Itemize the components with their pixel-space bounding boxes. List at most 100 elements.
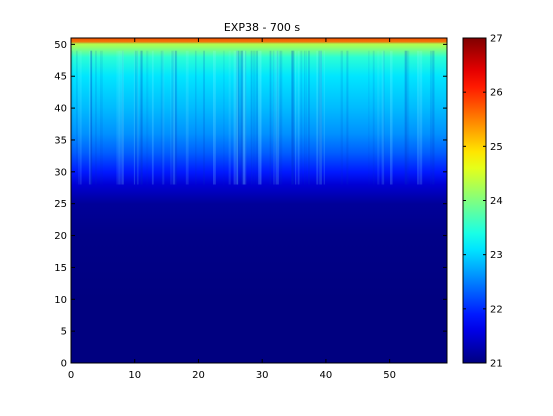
heatmap-streak	[240, 50, 244, 185]
heatmap-streak	[405, 50, 407, 185]
heatmap-streak	[276, 50, 279, 185]
plot-area	[70, 37, 448, 364]
heatmap-streak	[137, 50, 139, 185]
heatmap-streak	[236, 50, 238, 185]
x-tick-label: 50	[383, 370, 396, 381]
heatmap-streak	[256, 50, 258, 185]
heatmap-streak	[121, 50, 124, 185]
colorbar-gradient	[463, 38, 486, 363]
heatmap-streak	[407, 50, 410, 185]
heatmap-streak	[95, 50, 97, 185]
y-axis: 0 5 10 15 20 25 30 35 40 45 50	[54, 40, 447, 370]
heatmap-streak	[237, 50, 240, 185]
y-tick-label: 40	[54, 104, 67, 115]
heatmap-streak	[431, 50, 434, 185]
heatmap-streak	[174, 50, 178, 185]
heatmap-streak	[297, 50, 300, 185]
heatmap-streak	[141, 50, 143, 185]
heatmap-streak	[116, 50, 119, 185]
colorbar-tick-label: 24	[490, 196, 503, 207]
colorbar: 21 22 23 24 25 26 27	[462, 34, 503, 370]
heatmap-streak	[319, 50, 322, 185]
colorbar-tick-label: 26	[490, 88, 503, 99]
heatmap-streak	[71, 50, 74, 185]
heatmap-streak	[118, 50, 122, 185]
heatmap-streak	[292, 50, 295, 185]
heatmap-streak	[233, 50, 236, 185]
heatmap-streak	[90, 50, 92, 185]
heatmap-streak	[255, 50, 258, 185]
heatmap-streaks	[71, 38, 447, 185]
heatmap-streak	[122, 50, 124, 185]
heatmap-streak	[243, 50, 247, 185]
heatmap-streak	[417, 50, 420, 185]
x-tick-label: 20	[192, 370, 205, 381]
heatmap-streak	[318, 50, 320, 185]
heatmap-streak	[291, 50, 294, 185]
heatmap-streak	[323, 50, 325, 185]
heatmap-streak	[203, 50, 205, 185]
heatmap-streak	[171, 50, 175, 185]
x-tick-label: 40	[320, 370, 333, 381]
heatmap-streak	[258, 50, 261, 185]
heatmap-streak	[151, 50, 154, 185]
heatmap-streak	[242, 50, 245, 185]
heatmap-streak	[242, 50, 246, 185]
heatmap-streak	[223, 50, 225, 185]
heatmap-streak	[377, 50, 380, 185]
heatmap-streak	[340, 50, 343, 185]
heatmap-streak	[236, 50, 239, 185]
heatmap-streak	[305, 50, 307, 185]
y-tick-label: 50	[54, 40, 67, 51]
heatmap-streak	[295, 50, 297, 185]
heatmap-streak	[304, 50, 306, 185]
y-tick-label: 15	[54, 263, 67, 274]
heatmap-streak	[346, 50, 349, 185]
heatmap-streak	[185, 50, 189, 185]
heatmap-streak	[300, 50, 303, 185]
heatmap-streak	[245, 50, 247, 185]
plot-frame	[70, 37, 448, 364]
heatmap-streak	[308, 50, 310, 185]
heatmap-streak	[259, 50, 262, 185]
heatmap-streak	[80, 50, 82, 185]
colorbar-ticks: 21 22 23 24 25 26 27	[463, 34, 503, 370]
y-tick-label: 35	[54, 135, 67, 146]
heatmap-streak	[195, 50, 197, 185]
colorbar-tick-label: 22	[490, 304, 503, 315]
heatmap-streak	[240, 50, 243, 185]
heatmap-streak	[228, 50, 231, 185]
heatmap-streak	[318, 50, 320, 185]
y-tick-label: 0	[61, 359, 67, 370]
colorbar-tick-label: 21	[490, 359, 503, 370]
y-tick-label: 20	[54, 231, 67, 242]
heatmap-streak	[146, 50, 149, 185]
heatmap-streak	[272, 50, 275, 185]
heatmap-streak	[236, 50, 239, 185]
heatmap-streak	[172, 50, 176, 185]
heatmap-streak	[319, 50, 322, 185]
colorbar-tick-label: 25	[490, 142, 503, 153]
y-tick-label: 5	[61, 327, 67, 338]
heatmap-streak	[404, 50, 408, 185]
heatmap-streak	[280, 50, 283, 185]
y-tick-label: 25	[54, 199, 67, 210]
y-tick-label: 10	[54, 295, 67, 306]
heatmap-streak	[76, 50, 78, 185]
heatmap-streak	[162, 50, 165, 185]
heatmap-streak	[372, 50, 375, 185]
heatmap-streak	[213, 50, 216, 185]
y-tick-label: 45	[54, 72, 67, 83]
heatmap-streak	[368, 50, 370, 185]
x-tick-label: 30	[256, 370, 269, 381]
heatmap-streak	[419, 50, 423, 185]
heatmap-streak	[253, 50, 255, 185]
heatmap-streak	[383, 50, 385, 185]
x-tick-label: 10	[128, 370, 141, 381]
heatmap-streak	[118, 50, 121, 185]
heatmap-streak	[275, 50, 279, 185]
heatmap-streak	[316, 50, 319, 185]
heatmap-streak	[88, 50, 91, 185]
heatmap-streak	[250, 50, 253, 185]
heatmap-streak	[381, 50, 385, 185]
